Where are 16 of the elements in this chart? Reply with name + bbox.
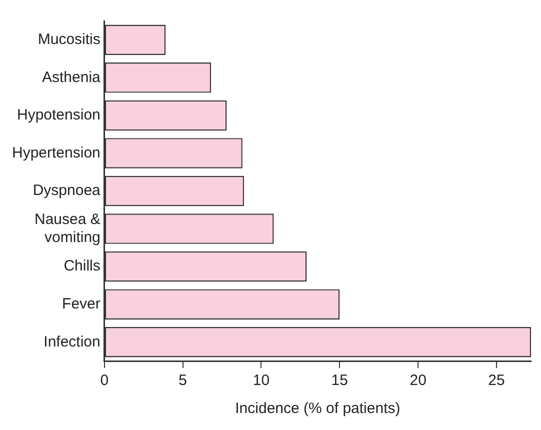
y-tick-label: Fever: [62, 295, 100, 312]
x-tick-label: 0: [100, 372, 109, 390]
x-axis-title: Incidence (% of patients): [235, 400, 400, 418]
y-tick-label: Nausea & vomiting: [34, 210, 100, 246]
x-tick-label: 15: [331, 372, 348, 390]
y-tick-label: Hypertension: [12, 144, 100, 162]
y-tick-label: Chills: [64, 258, 100, 275]
y-tick-label: Mucositis: [38, 31, 100, 48]
x-tick-label: 10: [252, 372, 270, 390]
y-tick-label: Dyspnoea: [32, 182, 102, 200]
y-tick-label: Asthenia: [42, 68, 102, 86]
y-tick-label: Infection: [44, 333, 100, 350]
x-tick-label: 25: [488, 372, 505, 390]
x-tick-label: 20: [410, 372, 426, 390]
x-tick-label: 5: [178, 372, 187, 390]
y-tick-label: Hypotension: [16, 106, 100, 124]
